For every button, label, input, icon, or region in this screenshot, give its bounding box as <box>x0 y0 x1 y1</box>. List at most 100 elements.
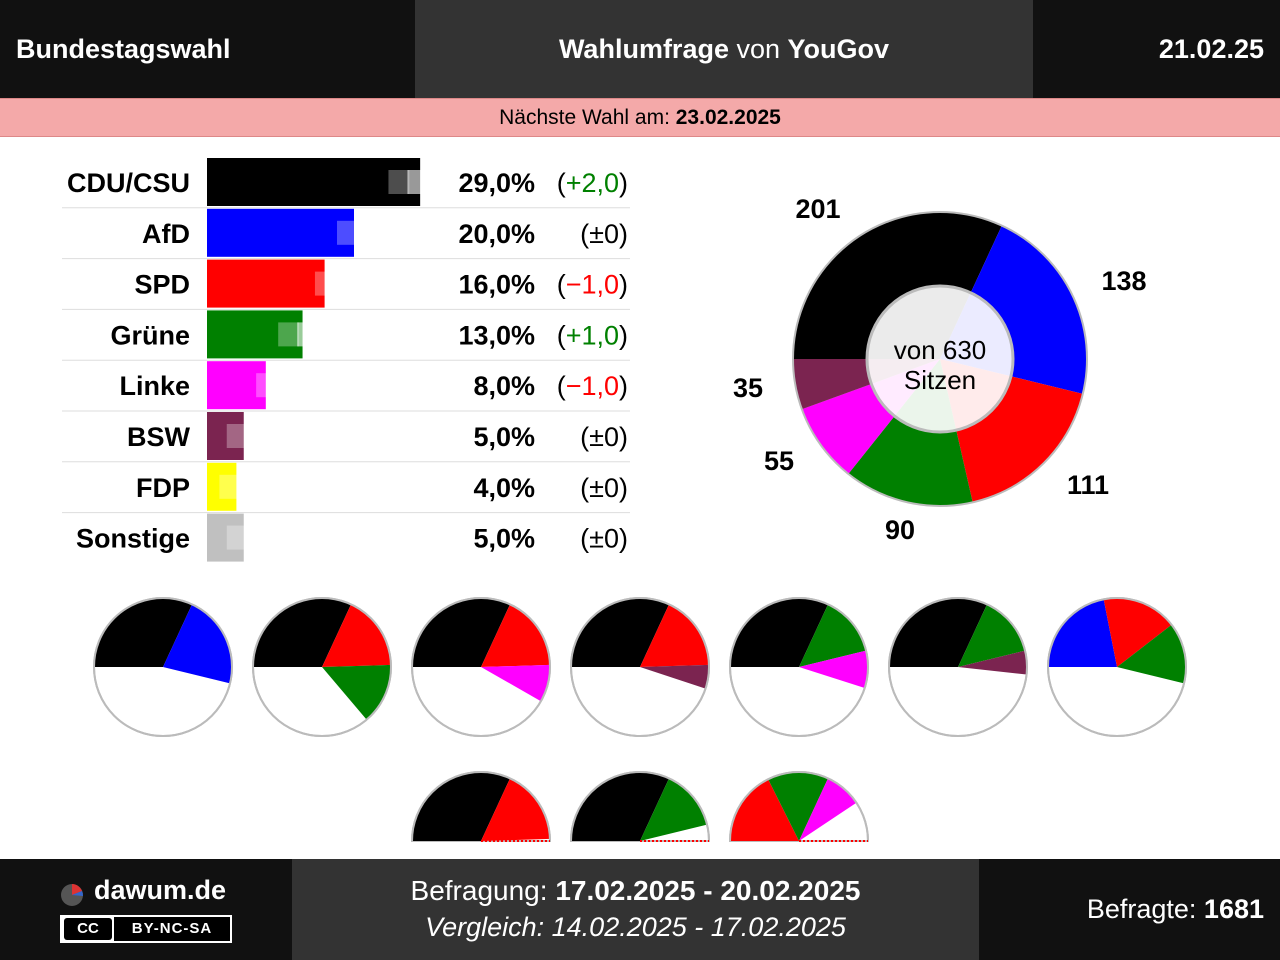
pie-outline <box>729 597 869 737</box>
donut-outline <box>792 211 1088 507</box>
previous-marker-cdu-csu <box>388 170 410 194</box>
respondents-label: Befragte: <box>1086 894 1204 924</box>
change-label-cdu-csu: (+2,0) <box>557 168 628 198</box>
pie-outline <box>570 597 710 737</box>
previous-marker-afd <box>356 220 377 245</box>
party-label-bsw: BSW <box>127 422 191 452</box>
previous-marker-linke <box>256 373 278 398</box>
respondents-count: 1681 <box>1203 894 1264 924</box>
coalition-pie-afd-spd-gruene <box>1047 597 1187 737</box>
previous-marker-gruene <box>278 322 300 347</box>
seat-label-cdu-csu: 201 <box>795 194 840 224</box>
value-label-fdp: 4,0% <box>473 473 535 503</box>
bar-fdp <box>207 462 237 511</box>
pie-slice-spd <box>322 604 391 667</box>
change-label-gruene: (+1,0) <box>557 320 628 350</box>
survey-period-line: Befragung: 17.02.2025 - 20.02.2025 <box>292 875 979 907</box>
previous-marker-afd <box>337 220 358 245</box>
poll-title-connector: von <box>728 34 788 64</box>
pie-slice-linke <box>799 650 868 688</box>
previous-marker-sonstige <box>245 525 267 550</box>
party-label-fdp: FDP <box>136 473 190 503</box>
previous-marker-spd <box>333 271 355 296</box>
party-label-afd: AfD <box>142 219 190 249</box>
change-label-spd: (−1,0) <box>557 270 628 300</box>
pie-slice-afd <box>1048 599 1117 667</box>
value-label-spd: 16,0% <box>458 270 535 300</box>
footer-bar: dawum.de CC BY-NC-SA Befragung: 17.02.20… <box>0 859 1280 960</box>
pie-outline <box>888 597 1028 737</box>
pie-outline <box>93 597 233 737</box>
change-label-afd: (±0) <box>580 219 628 249</box>
license-badge[interactable]: CC BY-NC-SA <box>60 915 232 943</box>
coalition-half-pie-cdu-csu-gruene <box>569 771 711 842</box>
brand-name: dawum.de <box>94 875 227 905</box>
coalition-pie-cdu-csu-afd <box>93 597 233 737</box>
poll-date: 21.02.25 <box>1158 34 1264 64</box>
pie-slice-afd <box>163 604 232 684</box>
half-pie-outline <box>411 771 551 842</box>
dawum-logo[interactable]: dawum.de <box>58 875 238 911</box>
cc-icon: CC <box>64 918 112 940</box>
pie-slice-spd <box>640 604 709 667</box>
respondents-info: Befragte: 1681 <box>1087 859 1264 960</box>
pie-slice-gruene <box>322 664 391 720</box>
value-label-cdu-csu: 29,0% <box>458 168 535 198</box>
coalition-half-pie-spd-gruene-linke <box>728 771 870 842</box>
next-election-bar: Nächste Wahl am: 23.02.2025 <box>0 98 1280 137</box>
coalition-pie-cdu-csu-gruene-linke <box>729 597 869 737</box>
pie-slice-linke <box>481 664 550 702</box>
previous-marker-fdp <box>238 474 260 499</box>
party-label-gruene: Grüne <box>110 320 190 350</box>
seat-label-linke: 55 <box>764 446 794 476</box>
half-pie-slice-spd <box>730 779 799 841</box>
license-text: BY-NC-SA <box>114 917 230 941</box>
seat-label-afd: 138 <box>1101 266 1146 296</box>
previous-marker-gruene <box>297 322 319 347</box>
coalition-pie-cdu-csu-spd-gruene <box>252 597 392 737</box>
party-label-cdu-csu: CDU/CSU <box>67 168 190 198</box>
party-label-spd: SPD <box>134 270 190 300</box>
value-label-bsw: 5,0% <box>473 422 535 452</box>
pie-slice-bsw <box>958 650 1028 675</box>
survey-period: 17.02.2025 - 20.02.2025 <box>555 875 861 906</box>
bar-cdu-csu <box>207 158 421 206</box>
compare-period: Vergleich: 14.02.2025 - 17.02.2025 <box>425 912 846 942</box>
coalition-pie-cdu-csu-spd-bsw <box>570 597 710 737</box>
election-type: Bundestagswahl <box>16 34 231 64</box>
previous-marker-linke <box>275 373 297 398</box>
bar-gruene <box>207 310 303 359</box>
half-pie-outline <box>570 771 710 842</box>
value-label-sonstige: 5,0% <box>473 524 535 554</box>
pie-slice-spd <box>1103 598 1172 667</box>
next-election-label: Nächste Wahl am: <box>499 106 676 129</box>
change-label-linke: (−1,0) <box>557 371 628 401</box>
next-election-date: 23.02.2025 <box>675 106 781 129</box>
half-pie-outline <box>729 771 869 842</box>
bar-afd <box>207 208 354 257</box>
header-bar: Bundestagswahl Wahlumfrage von YouGov 21… <box>0 0 1280 98</box>
coalition-half-pies <box>410 771 870 842</box>
coalition-pie-cdu-csu-gruene-bsw <box>888 597 1028 737</box>
survey-label: Befragung: <box>410 875 556 906</box>
previous-marker-fdp <box>219 474 241 499</box>
seat-label-gruene: 90 <box>885 515 915 545</box>
half-pie-slice-gruene <box>768 772 829 841</box>
pie-slice-gruene <box>1117 624 1186 684</box>
half-pie-slice-spd <box>481 778 550 841</box>
pie-outline <box>411 597 551 737</box>
previous-marker-spd <box>314 271 336 296</box>
bar-spd <box>207 259 325 308</box>
half-pie-slice-linke <box>799 778 857 841</box>
change-label-bsw: (±0) <box>580 422 628 452</box>
value-label-afd: 20,0% <box>458 219 535 249</box>
coalition-pies <box>93 597 1187 737</box>
coalition-pie-cdu-csu-spd-linke <box>411 597 551 737</box>
change-label-fdp: (±0) <box>580 473 628 503</box>
pie-slice-spd <box>481 604 550 667</box>
donut-center-label-line2: Sitzen <box>904 365 976 395</box>
previous-marker-bsw <box>245 424 267 448</box>
pie-outline <box>1047 597 1187 737</box>
pollster-name: YouGov <box>787 34 890 64</box>
donut-center <box>865 284 1015 434</box>
